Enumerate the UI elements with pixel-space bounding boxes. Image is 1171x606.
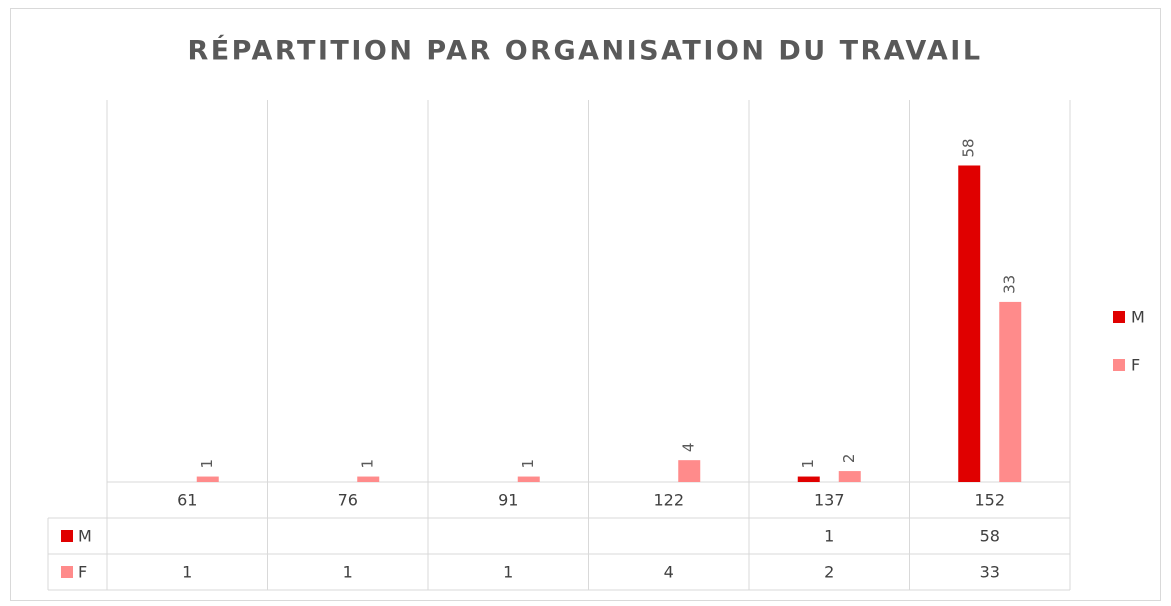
- x-tick-label: 122: [653, 491, 684, 510]
- legend-label: M: [1131, 308, 1145, 327]
- bar: [357, 476, 380, 482]
- data-label: 1: [359, 459, 377, 469]
- table-cell: 33: [980, 563, 1000, 582]
- data-label: 1: [198, 459, 216, 469]
- x-tick-label: 137: [814, 491, 845, 510]
- x-tick-label: 61: [177, 491, 197, 510]
- table-cell: 1: [343, 563, 353, 582]
- table-cell: 1: [182, 563, 192, 582]
- data-label: 2: [840, 454, 858, 464]
- chart-title: RÉPARTITION PAR ORGANISATION DU TRAVAIL: [187, 35, 982, 67]
- table-cell: 1: [503, 563, 513, 582]
- table-cell: 1: [824, 527, 834, 546]
- legend-key: [1113, 359, 1125, 371]
- table-legend-key: [61, 530, 73, 542]
- table-cell: 2: [824, 563, 834, 582]
- bar: [838, 471, 861, 482]
- data-label: 4: [680, 443, 698, 453]
- bar: [678, 460, 701, 482]
- x-tick-label: 91: [498, 491, 518, 510]
- x-tick-label: 152: [974, 491, 1005, 510]
- table-cell: 58: [980, 527, 1000, 546]
- table-legend-key: [61, 566, 73, 578]
- bar: [196, 476, 219, 482]
- data-label: 1: [519, 459, 537, 469]
- data-label: 58: [960, 138, 978, 157]
- bar: [958, 165, 981, 482]
- table-series-name: F: [78, 563, 87, 582]
- chart-border: [10, 8, 1161, 601]
- table-series-name: M: [78, 527, 92, 546]
- data-label: 33: [1001, 275, 1019, 294]
- data-label: 1: [799, 459, 817, 469]
- legend-label: F: [1131, 356, 1140, 375]
- bar: [797, 476, 820, 482]
- bar: [999, 301, 1022, 482]
- bar: [517, 476, 540, 482]
- table-cell: 4: [664, 563, 674, 582]
- legend-key: [1113, 311, 1125, 323]
- x-tick-label: 76: [338, 491, 358, 510]
